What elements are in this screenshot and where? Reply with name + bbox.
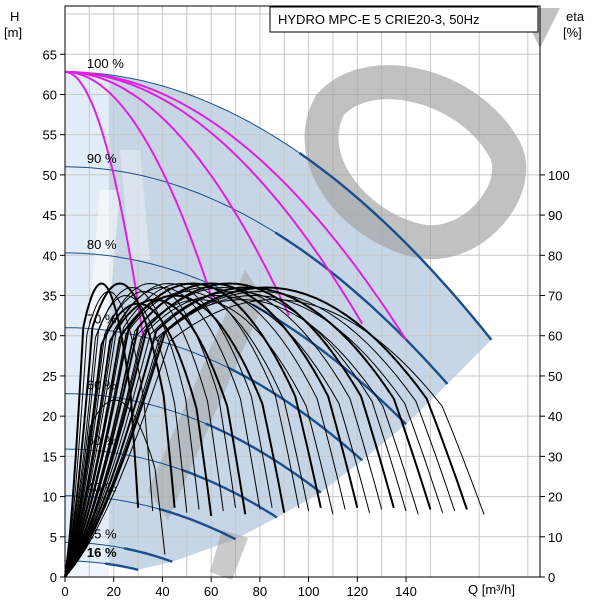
plot-frame <box>64 5 541 578</box>
system-curve-2 <box>64 70 291 317</box>
right-axis-label-line1: eta <box>566 9 585 24</box>
left-tick-label-13: 65 <box>43 47 57 62</box>
speed-curve-end-8 <box>105 562 139 571</box>
speed-curve-end-5 <box>181 468 278 519</box>
efficiency-curve-6 <box>64 302 213 578</box>
left-tick-label-1: 5 <box>50 530 57 545</box>
speed-label-1: 90 % <box>87 151 117 166</box>
system-curve-0 <box>64 70 144 336</box>
right-tick-label-2: 20 <box>548 490 562 505</box>
efficiency-curve-7 <box>64 290 224 578</box>
grid-layer <box>64 6 540 577</box>
speed-labels-layer: 100 % 90 % 80 % 70 % 60 % 50 % 40 % 25 % 16 % <box>87 56 124 560</box>
watermark-light-b <box>120 150 150 260</box>
speed-curve-end-7 <box>123 547 173 563</box>
efficiency-curve-24 <box>64 286 432 578</box>
left-tick-label-6: 30 <box>43 329 57 344</box>
right-tick-label-9: 90 <box>548 208 562 223</box>
system-curve-4 <box>64 70 407 341</box>
watermark-ring <box>304 65 527 260</box>
right-tick-label-4: 40 <box>548 409 562 424</box>
x-tick-label-4: 80 <box>253 584 267 599</box>
speed-label-0: 100 % <box>87 56 124 71</box>
speed-label-6: 40 % <box>87 480 117 495</box>
right-tick-label-1: 10 <box>548 530 562 545</box>
left-tick-label-11: 55 <box>43 128 57 143</box>
left-tick-label-2: 10 <box>43 490 57 505</box>
chart-title: HYDRO MPC-E 5 CRIE20-3, 50Hz <box>278 12 480 27</box>
efficiency-curve-11 <box>64 282 273 578</box>
left-tick-label-9: 45 <box>43 208 57 223</box>
x-tick-label-0: 0 <box>61 584 68 599</box>
speed-label-7: 25 % <box>87 526 117 541</box>
efficiency-curve-14 <box>64 290 310 578</box>
x-tick-label-3: 60 <box>204 584 218 599</box>
speed-label-8: 16 % <box>87 545 117 560</box>
left-tick-label-4: 20 <box>43 409 57 424</box>
efficiency-curve-20 <box>64 286 383 578</box>
right-tick-label-6: 60 <box>548 329 562 344</box>
x-tick-label-1: 20 <box>106 584 120 599</box>
efficiency-curve-8 <box>64 282 236 578</box>
left-tick-label-12: 60 <box>43 87 57 102</box>
efficiency-curves-layer <box>64 282 485 578</box>
efficiency-curve-4 <box>64 294 188 578</box>
speed-label-5: 50 % <box>87 433 117 448</box>
right-tick-label-3: 30 <box>548 449 562 464</box>
efficiency-curve-25 <box>64 294 444 578</box>
right-tick-label-5: 50 <box>548 369 562 384</box>
left-tick-label-3: 15 <box>43 449 57 464</box>
left-axis-label-line2: [m] <box>4 25 22 40</box>
right-tick-label-8: 80 <box>548 248 562 263</box>
x-tick-label-7: 140 <box>395 584 417 599</box>
title-box <box>269 6 539 33</box>
efficiency-curve-0 <box>64 282 140 578</box>
left-tick-label-8: 40 <box>43 248 57 263</box>
efficiency-curve-15 <box>64 282 322 578</box>
watermark-foot <box>210 530 248 580</box>
speed-curve-end-0 <box>298 152 493 341</box>
efficiency-curve-5 <box>64 286 200 578</box>
left-tick-label-5: 25 <box>43 369 57 384</box>
speed-curve-end-1 <box>274 231 449 385</box>
axes-layer: 0 5 10 15 20 25 30 35 40 45 50 55 60 65 0 10 20 30 40 50 60 7… <box>43 5 570 599</box>
system-curves-layer <box>64 70 407 341</box>
efficiency-curve-13 <box>64 282 300 578</box>
efficiency-curve-19 <box>64 294 370 578</box>
efficiency-curve-21 <box>64 282 395 578</box>
left-axis-label-line1: H <box>10 9 19 24</box>
watermark-bar <box>148 270 265 520</box>
efficiency-curve-10 <box>64 286 261 578</box>
right-tick-label-10: 100 <box>548 168 570 183</box>
speed-curve-end-6 <box>158 507 237 541</box>
left-tick-label-0: 0 <box>50 570 57 585</box>
x-tick-label-6: 120 <box>346 584 368 599</box>
watermark-light-a <box>88 190 120 330</box>
system-curve-3 <box>64 70 364 325</box>
efficiency-curve-28 <box>64 298 485 578</box>
x-axis-label: Q [m³/h] <box>468 582 515 597</box>
right-axis-label-line2: [%] <box>563 25 582 40</box>
efficiency-curve-27 <box>64 286 468 578</box>
right-tick-label-7: 70 <box>548 289 562 304</box>
speed-label-3: 70 % <box>87 312 117 327</box>
left-tick-label-10: 50 <box>43 168 57 183</box>
left-tick-label-7: 35 <box>43 289 57 304</box>
watermark-layer <box>88 8 560 580</box>
speed-label-4: 60 % <box>87 378 117 393</box>
right-tick-label-0: 0 <box>548 570 555 585</box>
x-tick-label-2: 40 <box>155 584 169 599</box>
efficiency-curve-18 <box>64 282 359 578</box>
speed-label-2: 80 % <box>87 237 117 252</box>
x-tick-label-5: 100 <box>298 584 320 599</box>
system-curve-1 <box>64 70 215 304</box>
efficiency-curve-26 <box>64 290 456 578</box>
